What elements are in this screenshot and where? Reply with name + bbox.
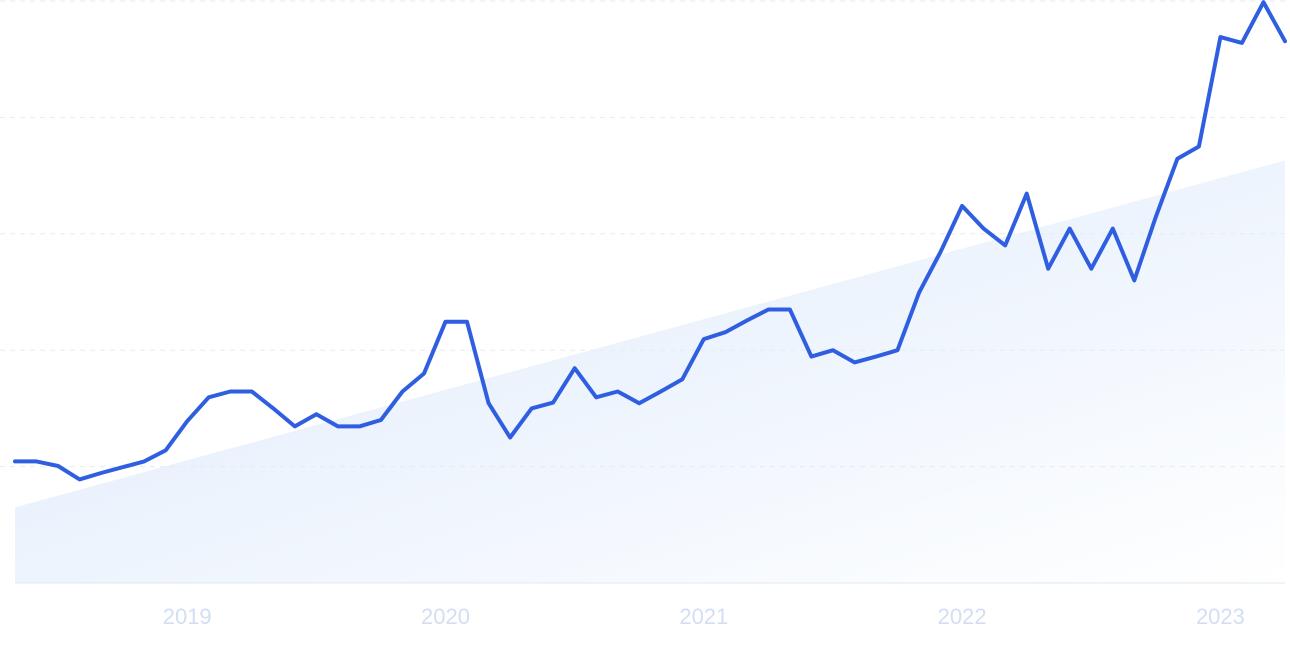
line [13, 0, 1287, 482]
x-tick-label: 2020 [421, 604, 470, 629]
x-tick-label: 2022 [938, 604, 987, 629]
x-tick-label: 2023 [1196, 604, 1245, 629]
x-tick-label: 2019 [163, 604, 212, 629]
x-tick-label: 2021 [679, 604, 728, 629]
trend-area [15, 160, 1285, 583]
